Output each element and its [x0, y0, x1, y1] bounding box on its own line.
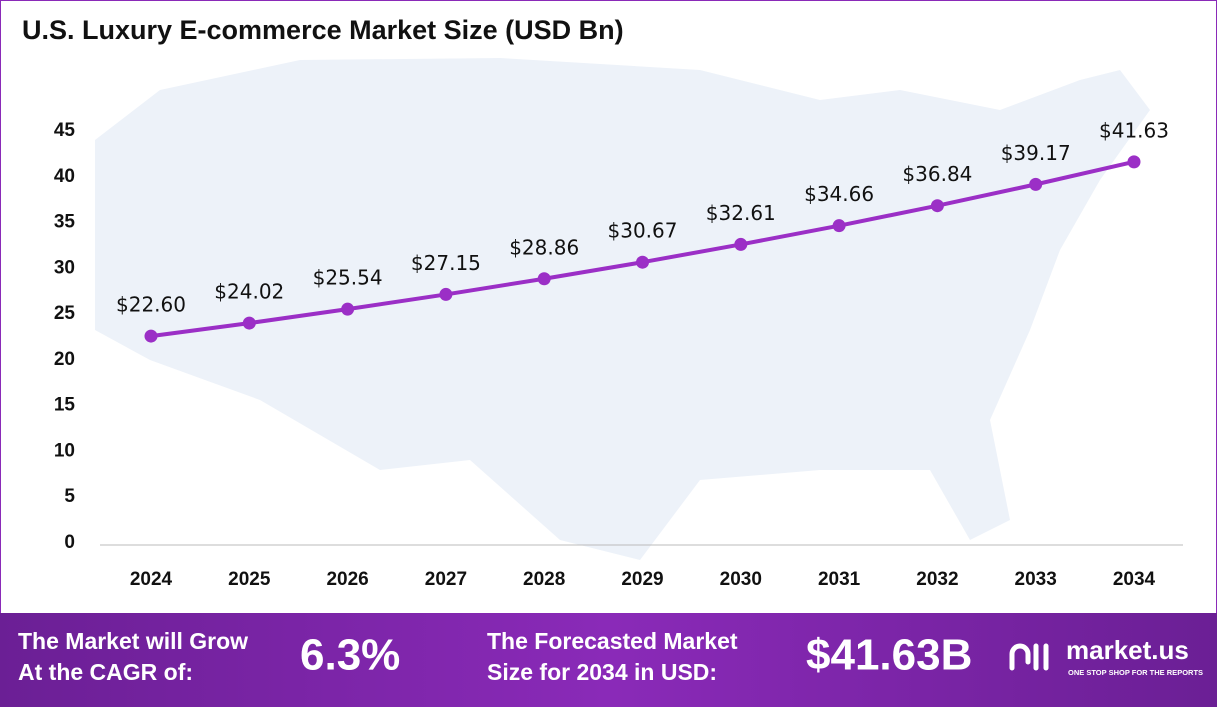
- data-point: [144, 329, 158, 343]
- brand: market.us: [1066, 635, 1189, 665]
- data-label: $27.15: [411, 251, 481, 275]
- data-point: [930, 199, 944, 213]
- data-label: $25.54: [313, 266, 383, 290]
- data-label: $30.67: [608, 219, 678, 243]
- x-tick-label: 2028: [523, 569, 565, 590]
- data-point: [341, 302, 355, 316]
- cagr-value: 6.3%: [300, 631, 400, 680]
- data-label: $28.86: [509, 235, 579, 259]
- data-label: $36.84: [902, 162, 972, 186]
- y-tick-label: 45: [54, 120, 76, 141]
- data-label: $32.61: [706, 201, 776, 225]
- y-tick-label: 40: [54, 166, 75, 187]
- y-tick-label: 25: [54, 303, 76, 324]
- forecast-text: The Forecasted Market: [487, 628, 738, 654]
- x-tick-label: 2029: [621, 569, 663, 590]
- y-tick-label: 10: [54, 440, 75, 461]
- data-label: $24.02: [214, 280, 284, 304]
- data-label: $22.60: [116, 293, 186, 317]
- data-point: [1127, 155, 1141, 169]
- x-tick-label: 2033: [1015, 569, 1057, 590]
- data-point: [242, 316, 256, 330]
- x-tick-label: 2025: [228, 569, 271, 590]
- y-tick-label: 15: [54, 395, 76, 416]
- y-tick-label: 0: [64, 532, 75, 553]
- data-label: $39.17: [1001, 141, 1071, 165]
- x-tick-label: 2032: [916, 569, 958, 590]
- x-tick-label: 2024: [130, 569, 173, 590]
- data-point: [832, 219, 846, 233]
- x-tick-label: 2027: [425, 569, 467, 590]
- data-point: [636, 255, 649, 269]
- forecast-value: $41.63B: [806, 631, 972, 680]
- logo-icon: [1009, 643, 1049, 671]
- cagr-text: The Market will Grow: [18, 628, 248, 654]
- data-point: [1029, 177, 1043, 191]
- forecast-text: Size for 2034 in USD:: [487, 659, 717, 685]
- x-tick-label: 2034: [1113, 569, 1156, 590]
- x-tick-label: 2030: [720, 569, 762, 590]
- cagr-text: At the CAGR of:: [18, 659, 193, 685]
- y-tick-label: 20: [54, 349, 75, 370]
- x-tick-label: 2031: [818, 569, 861, 590]
- map-background: [95, 58, 1150, 560]
- y-tick-label: 35: [54, 212, 76, 233]
- x-tick-label: 2026: [326, 569, 368, 590]
- data-point: [734, 237, 748, 251]
- tagline: ONE STOP SHOP FOR THE REPORTS: [1068, 668, 1203, 677]
- data-label: $34.66: [804, 182, 874, 206]
- data-point: [439, 287, 453, 301]
- chart-title: U.S. Luxury E-commerce Market Size (USD …: [22, 15, 624, 45]
- y-tick-label: 30: [54, 257, 75, 278]
- data-point: [537, 272, 551, 286]
- y-tick-label: 5: [64, 486, 75, 507]
- data-label: $41.63: [1099, 118, 1169, 142]
